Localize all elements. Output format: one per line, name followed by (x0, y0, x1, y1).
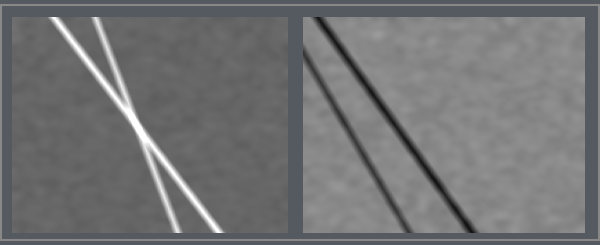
Text: 72%: 72% (166, 113, 212, 132)
Text: (quantitative coronary angiography): (quantitative coronary angiography) (324, 57, 566, 70)
Text: 74%: 74% (415, 113, 461, 132)
Text: a：高精細CT: a：高精細CT (122, 22, 188, 37)
Polygon shape (65, 148, 121, 167)
Text: b：QCA: b：QCA (419, 29, 471, 44)
